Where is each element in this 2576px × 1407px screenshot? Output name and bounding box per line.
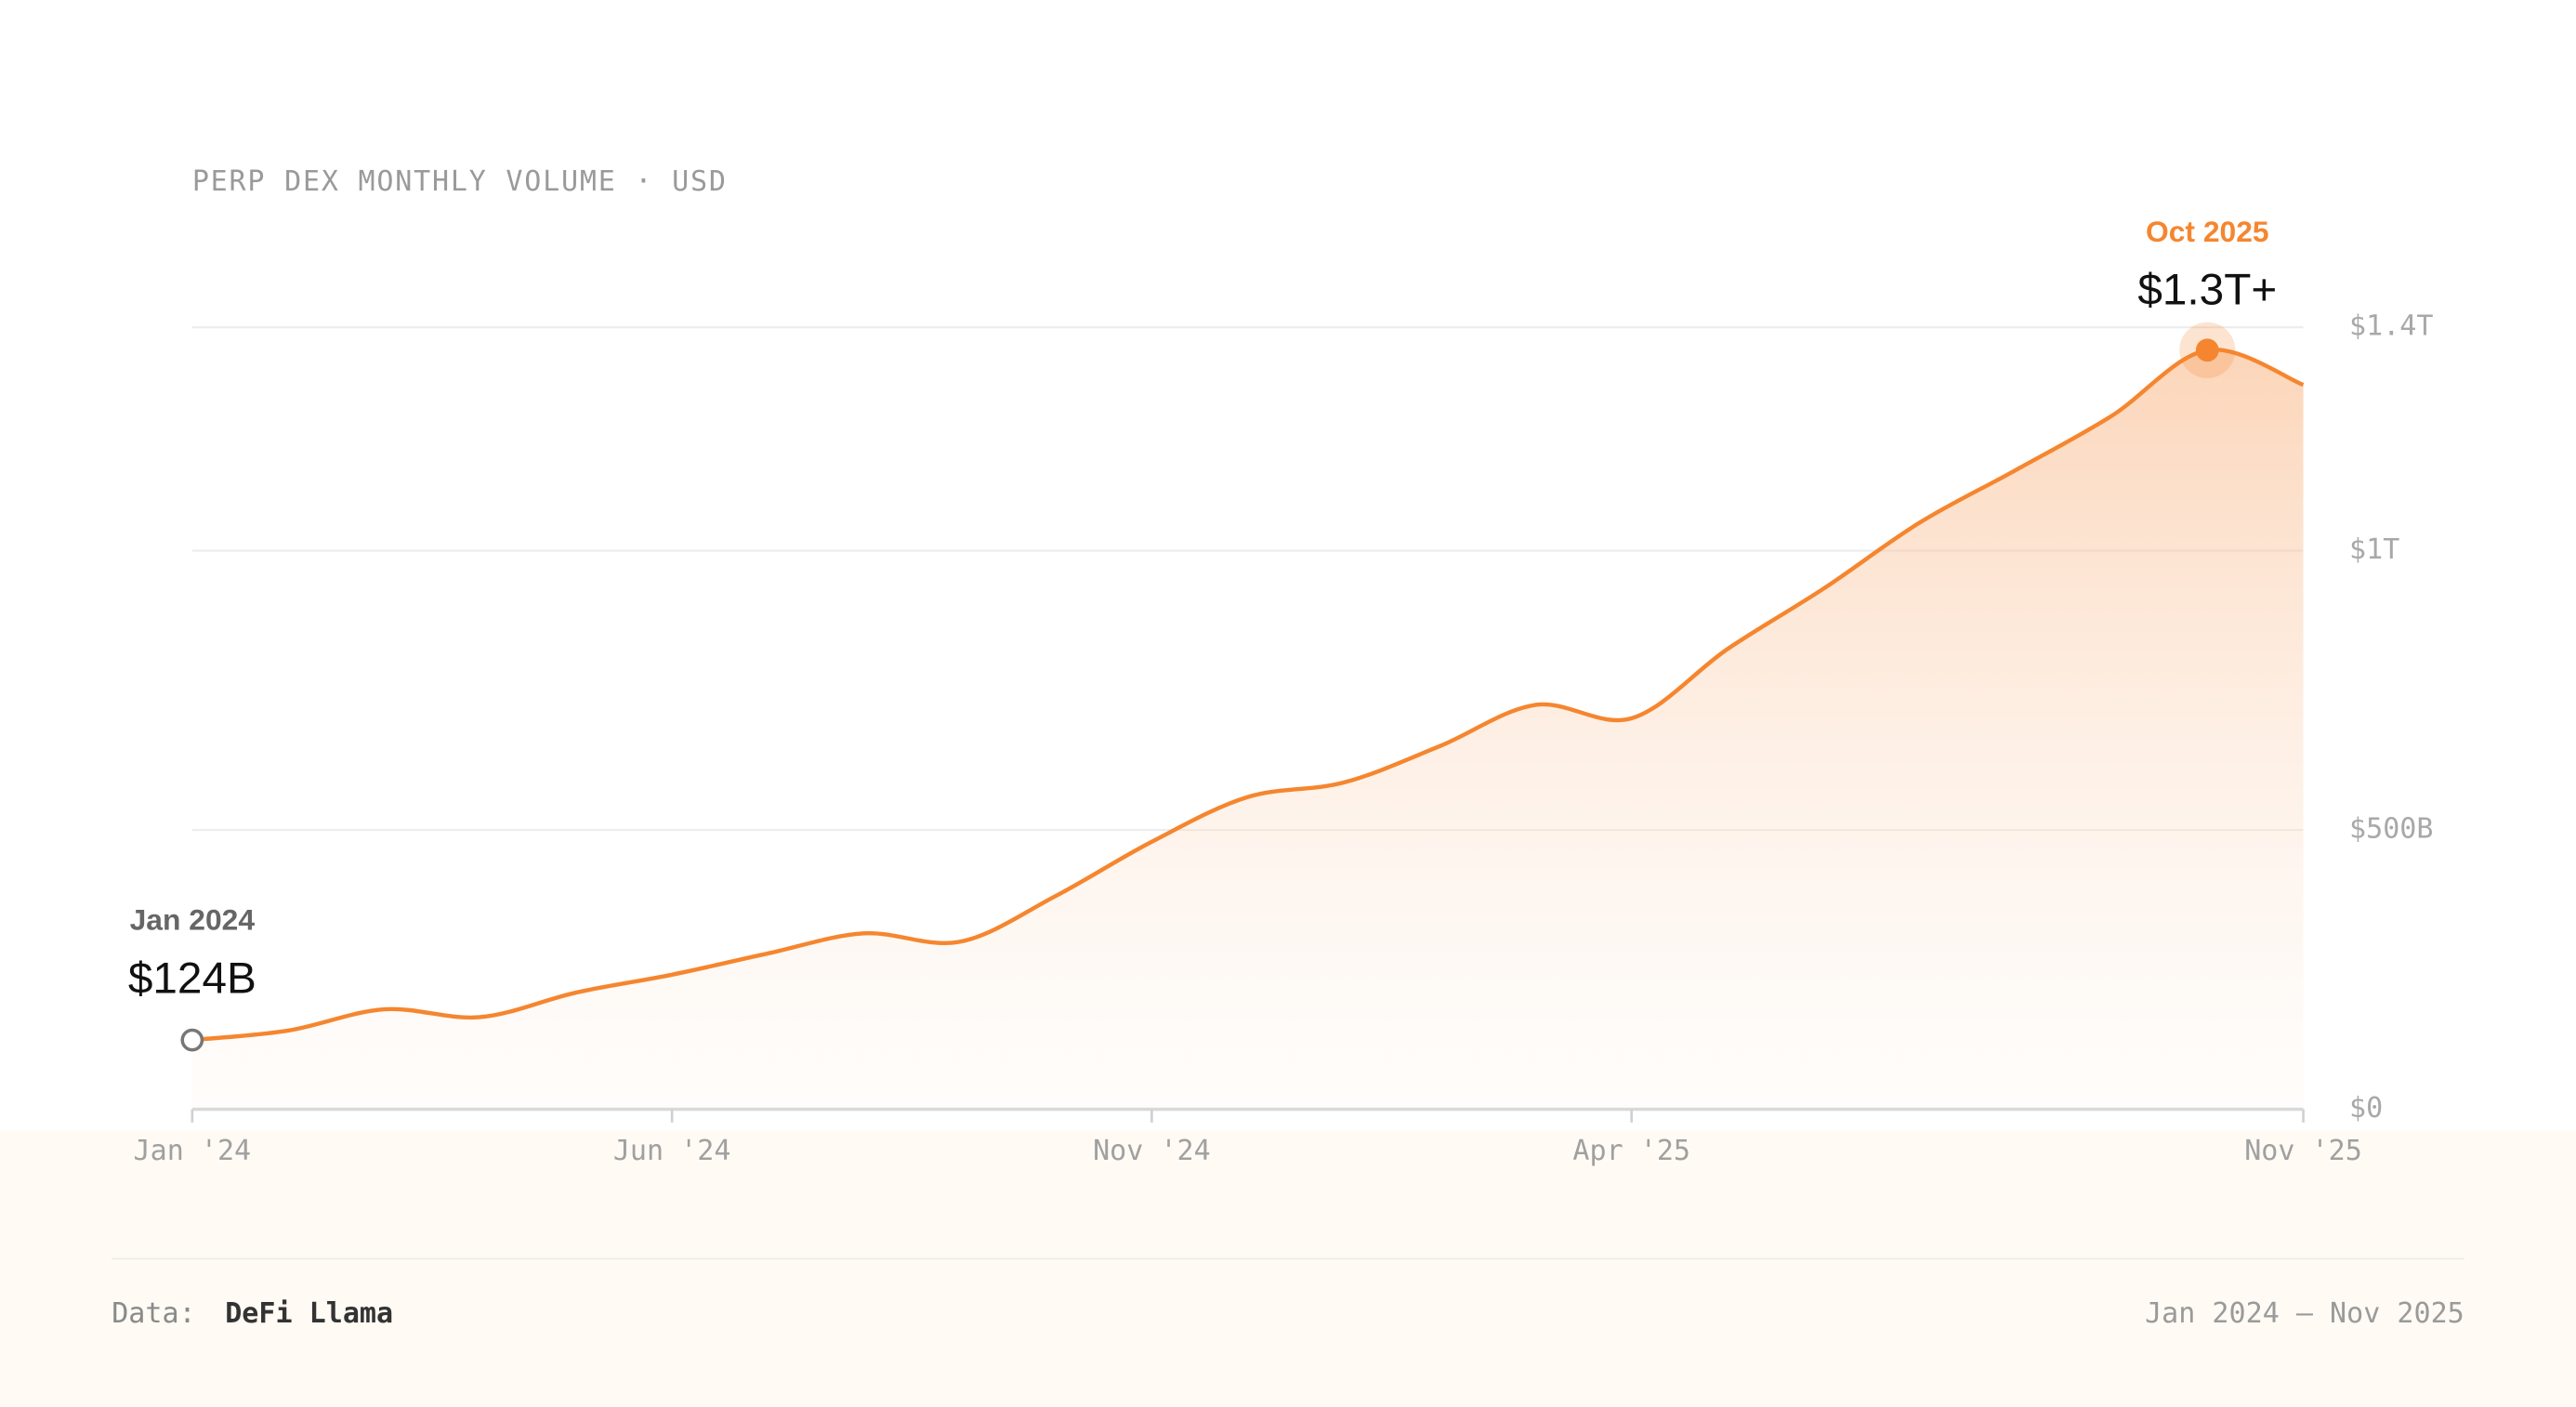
line bbox=[191, 348, 2305, 1043]
data-label: $1.3T+ bbox=[2137, 266, 2277, 315]
annotation-label: Oct 2025 bbox=[2146, 215, 2269, 248]
x-tick-label: Jun '24 bbox=[613, 1135, 731, 1167]
peak-point bbox=[2195, 338, 2219, 362]
y-tick-label: $1.4T bbox=[2349, 310, 2433, 343]
x-tick-label: Nov '25 bbox=[2244, 1135, 2362, 1167]
date-range: Jan 2024 — Nov 2025 bbox=[2145, 1297, 2464, 1330]
y-tick-label: $1T bbox=[2349, 533, 2399, 566]
data-label: $124B bbox=[128, 953, 256, 1003]
chart-title: PERP DEX MONTHLY VOLUME · USD bbox=[192, 165, 728, 198]
source-label: Data: bbox=[112, 1297, 195, 1330]
annotation-label: Jan 2024 bbox=[130, 903, 256, 937]
x-tick-label: Nov '24 bbox=[1093, 1135, 1211, 1167]
source-name: DeFi Llama bbox=[225, 1297, 393, 1330]
start-point bbox=[180, 1028, 204, 1052]
y-tick-label: $0 bbox=[2349, 1092, 2383, 1124]
x-tick-label: Apr '25 bbox=[1572, 1135, 1690, 1167]
footer-background bbox=[0, 1130, 2576, 1407]
plot-area: $0 $500B $1T $1.4T Jan '24 Jun '24 Nov '24 Apr … bbox=[128, 215, 2434, 1167]
area bbox=[191, 349, 2304, 1110]
x-tick-label: Jan '24 bbox=[134, 1135, 252, 1167]
y-tick-label: $500B bbox=[2349, 813, 2433, 846]
